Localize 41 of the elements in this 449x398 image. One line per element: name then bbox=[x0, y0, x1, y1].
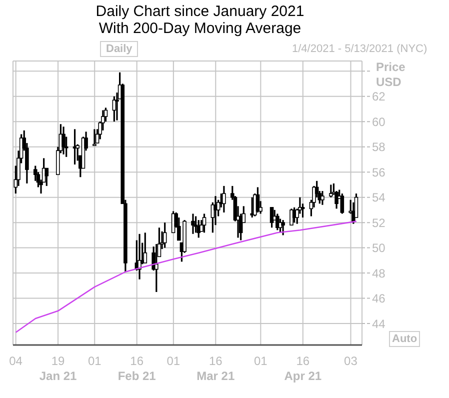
candlestick bbox=[191, 212, 195, 235]
candlestick bbox=[92, 128, 96, 146]
candlestick bbox=[222, 185, 226, 214]
y-tick-label: 48 bbox=[372, 266, 386, 280]
candlestick bbox=[143, 232, 148, 264]
x-tick-label: 19 Jan 21 bbox=[39, 354, 78, 383]
y-tick-label: 58 bbox=[372, 140, 386, 154]
candlestick bbox=[340, 192, 344, 215]
candlestick bbox=[290, 208, 294, 226]
y-tick-label: 44 bbox=[372, 316, 386, 331]
text: Auto bbox=[389, 331, 420, 347]
x-tick-label: 16 Feb 21 bbox=[118, 354, 156, 383]
candlestick bbox=[281, 219, 285, 236]
x-tick-label: 16 Apr 21 bbox=[284, 354, 322, 383]
candlestick bbox=[162, 222, 167, 249]
candlestick bbox=[154, 243, 158, 293]
y-tick-label: 50 bbox=[372, 241, 386, 256]
y-tick-label: 52 bbox=[372, 216, 386, 230]
y-axis-title: Price USD bbox=[376, 60, 406, 90]
candlestick bbox=[320, 190, 324, 206]
y-tick-label: 54 bbox=[372, 190, 386, 205]
text: Daily bbox=[100, 41, 138, 57]
candlestick bbox=[62, 126, 66, 156]
x-tick-label: 04 bbox=[9, 354, 23, 368]
x-tick-label: 01 bbox=[88, 354, 102, 368]
text: 1/4/2021 - 5/13/2021 (NYC) bbox=[292, 42, 428, 56]
x-tick-label: 03 bbox=[344, 354, 358, 368]
y-tick-label: 46 bbox=[372, 292, 386, 306]
candlestick bbox=[276, 212, 280, 231]
candlestick bbox=[44, 167, 49, 187]
y-tick-label: 62 bbox=[372, 90, 386, 104]
x-tick-label: 01 bbox=[166, 354, 180, 368]
y-tick-label: 60 bbox=[372, 114, 386, 129]
y-tick-label: 56 bbox=[372, 165, 386, 180]
candlestick bbox=[112, 96, 116, 122]
candlestick bbox=[194, 215, 198, 234]
x-tick-label: 01 bbox=[254, 354, 268, 368]
candlestick bbox=[202, 212, 206, 234]
chart-title: Daily Chart since January 2021 bbox=[94, 3, 306, 20]
chart-subtitle: With 200-Day Moving Average bbox=[98, 20, 302, 37]
x-tick-label: 16 Mar 21 bbox=[196, 354, 235, 383]
